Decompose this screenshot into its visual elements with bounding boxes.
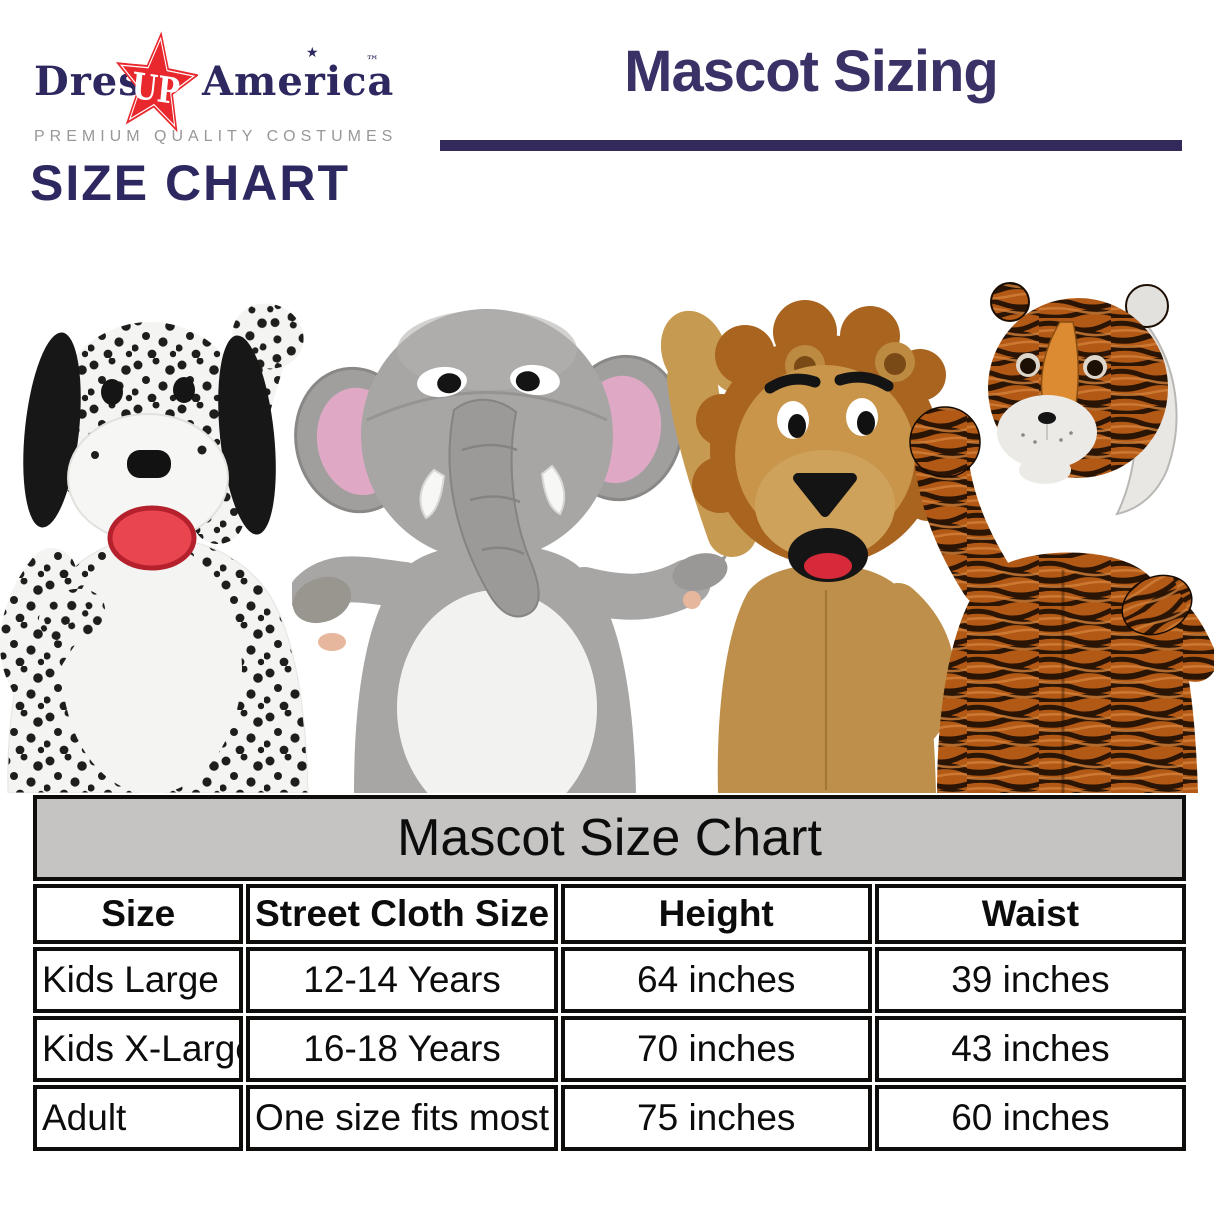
dalmatian-eye-right — [173, 377, 195, 403]
size-chart-heading: SIZE CHART — [30, 155, 350, 211]
column-header-street-cloth-size: Street Cloth Size — [246, 884, 558, 944]
brand-star-icon: UP — [114, 31, 198, 135]
elephant-eye-left — [417, 366, 467, 398]
lion-ear-right — [875, 342, 915, 382]
dalmatian-hip-arm — [0, 548, 106, 724]
table-cell: 64 inches — [560, 947, 872, 1013]
lion-hip-arm — [840, 583, 955, 760]
elephant-tusk-right — [540, 464, 566, 516]
title-divider — [440, 140, 1182, 151]
tiger-ear-right — [1125, 284, 1169, 328]
table-row-kids-large: Kids Large 12-14 Years 64 inches 39 inch… — [33, 947, 1186, 1013]
brand-word-america: America — [202, 58, 395, 105]
table-row-kids-x-large: Kids X-Large 16-18 Years 70 inches 43 in… — [33, 1016, 1186, 1082]
table-cell: Kids Large — [33, 947, 244, 1013]
elephant-left-arm — [292, 556, 427, 651]
table-cell: 43 inches — [874, 1016, 1186, 1082]
column-header-waist: Waist — [874, 884, 1186, 944]
table-cell: 60 inches — [874, 1085, 1186, 1151]
lion-eye-right — [846, 398, 878, 436]
table-cell: 70 inches — [560, 1016, 872, 1082]
lion-tongue — [804, 553, 852, 579]
table-cell: 75 inches — [560, 1085, 872, 1151]
tiger-nose — [1038, 412, 1056, 424]
elephant-tusk-left — [419, 468, 446, 520]
table-cell: One size fits most — [246, 1085, 558, 1151]
elephant-belly — [397, 590, 597, 793]
page-title: Mascot Sizing — [624, 39, 999, 104]
lion-brow-right — [834, 371, 894, 392]
table-cell: Adult — [33, 1085, 244, 1151]
table-cell: 16-18 Years — [246, 1016, 558, 1082]
tiger-eye-right — [1083, 355, 1107, 379]
america-i-star-icon: ★ — [306, 44, 319, 60]
dalmatian-ear-left — [23, 332, 81, 528]
brand-tagline: PREMIUM QUALITY COSTUMES — [34, 128, 398, 145]
tiger-mascot-image — [909, 282, 1214, 793]
dalmatian-tongue — [107, 505, 197, 571]
elephant-trunk — [448, 398, 540, 618]
table-title: Mascot Size Chart — [33, 795, 1186, 881]
size-table: Mascot Size Chart Size Street Cloth Size… — [30, 792, 1189, 1154]
brand-word-up: UP — [130, 64, 182, 113]
tiger-eye-left — [1016, 353, 1040, 377]
table-cell: 39 inches — [874, 947, 1186, 1013]
brand-logo: Dress UP America ★ ™ PREMIUM QUALITY COS… — [30, 26, 402, 226]
elephant-pointing-arm — [561, 553, 728, 620]
lion-nose — [793, 473, 857, 517]
tiger-raised-arm — [909, 406, 1014, 607]
elephant-mascot-image — [292, 309, 728, 793]
table-title-row: Mascot Size Chart — [33, 795, 1186, 881]
column-header-height: Height — [560, 884, 872, 944]
dalmatian-eye-left — [101, 379, 123, 405]
table-cell: 12-14 Years — [246, 947, 558, 1013]
column-header-size: Size — [33, 884, 244, 944]
elephant-eye-right — [510, 364, 560, 396]
dalmatian-ear-right — [218, 335, 276, 535]
table-header-row: Size Street Cloth Size Height Waist — [33, 884, 1186, 944]
tiger-ear-left — [990, 282, 1030, 322]
lion-brow-left — [764, 373, 821, 394]
trademark-symbol: ™ — [366, 54, 379, 69]
mascot-photos — [0, 270, 1214, 793]
dalmatian-nose — [127, 450, 171, 478]
table-cell: Kids X-Large — [33, 1016, 244, 1082]
table-row-adult: Adult One size fits most 75 inches 60 in… — [33, 1085, 1186, 1151]
dalmatian-belly — [62, 542, 242, 793]
tiger-chest-paw — [1121, 574, 1214, 682]
tiger-chin — [1019, 456, 1071, 484]
dalmatian-mascot-image — [0, 303, 309, 793]
lion-eye-left — [777, 401, 809, 439]
